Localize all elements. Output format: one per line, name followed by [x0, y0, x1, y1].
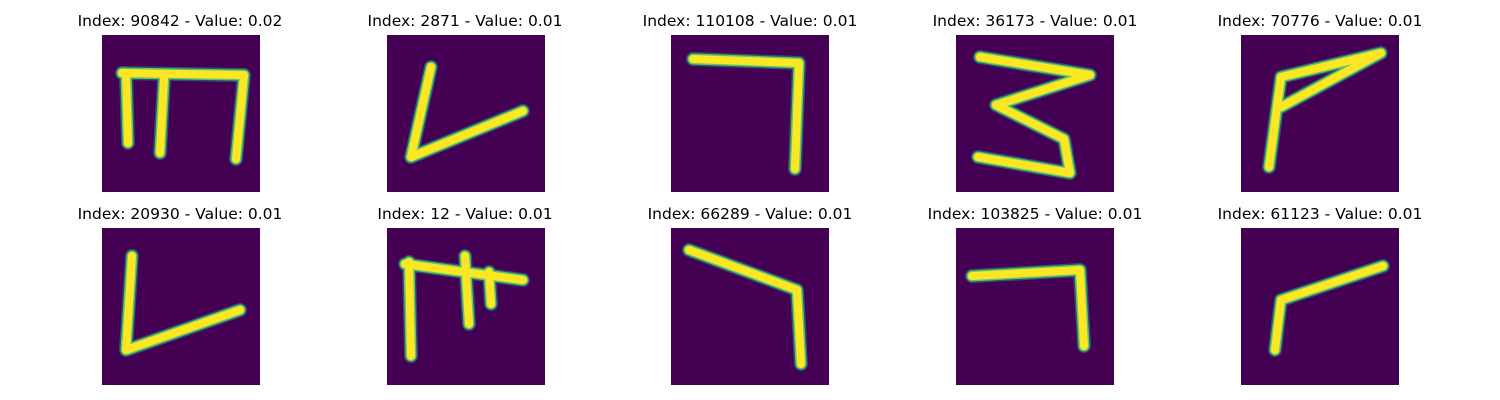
panel-title: Index: 61123 - Value: 0.01 [1217, 205, 1423, 223]
glyph-image-p-flag [1241, 35, 1399, 192]
panel-title: Index: 2871 - Value: 0.01 [367, 12, 563, 30]
panel-title: Index: 20930 - Value: 0.01 [77, 205, 283, 223]
panel-title: Index: 70776 - Value: 0.01 [1217, 12, 1423, 30]
glyph-image-m-open [387, 228, 545, 385]
panel-title: Index: 66289 - Value: 0.01 [647, 205, 853, 223]
panel-title: Index: 36173 - Value: 0.01 [932, 12, 1138, 30]
glyph-image-seven-hook [956, 228, 1114, 385]
glyph-image-v-check [387, 35, 545, 192]
panel-title: Index: 90842 - Value: 0.02 [77, 12, 283, 30]
glyph-image-v-check [102, 228, 260, 385]
glyph-image-three-zigzag [956, 35, 1114, 192]
glyph-image-seven-hook [671, 35, 829, 192]
glyph-image-r-hook [1241, 228, 1399, 385]
glyph-image-m [102, 35, 260, 192]
panel-title: Index: 12 - Value: 0.01 [377, 205, 553, 223]
glyph-image-seven-hook [671, 228, 829, 385]
panel-title: Index: 103825 - Value: 0.01 [927, 205, 1143, 223]
panel-title: Index: 110108 - Value: 0.01 [642, 12, 858, 30]
